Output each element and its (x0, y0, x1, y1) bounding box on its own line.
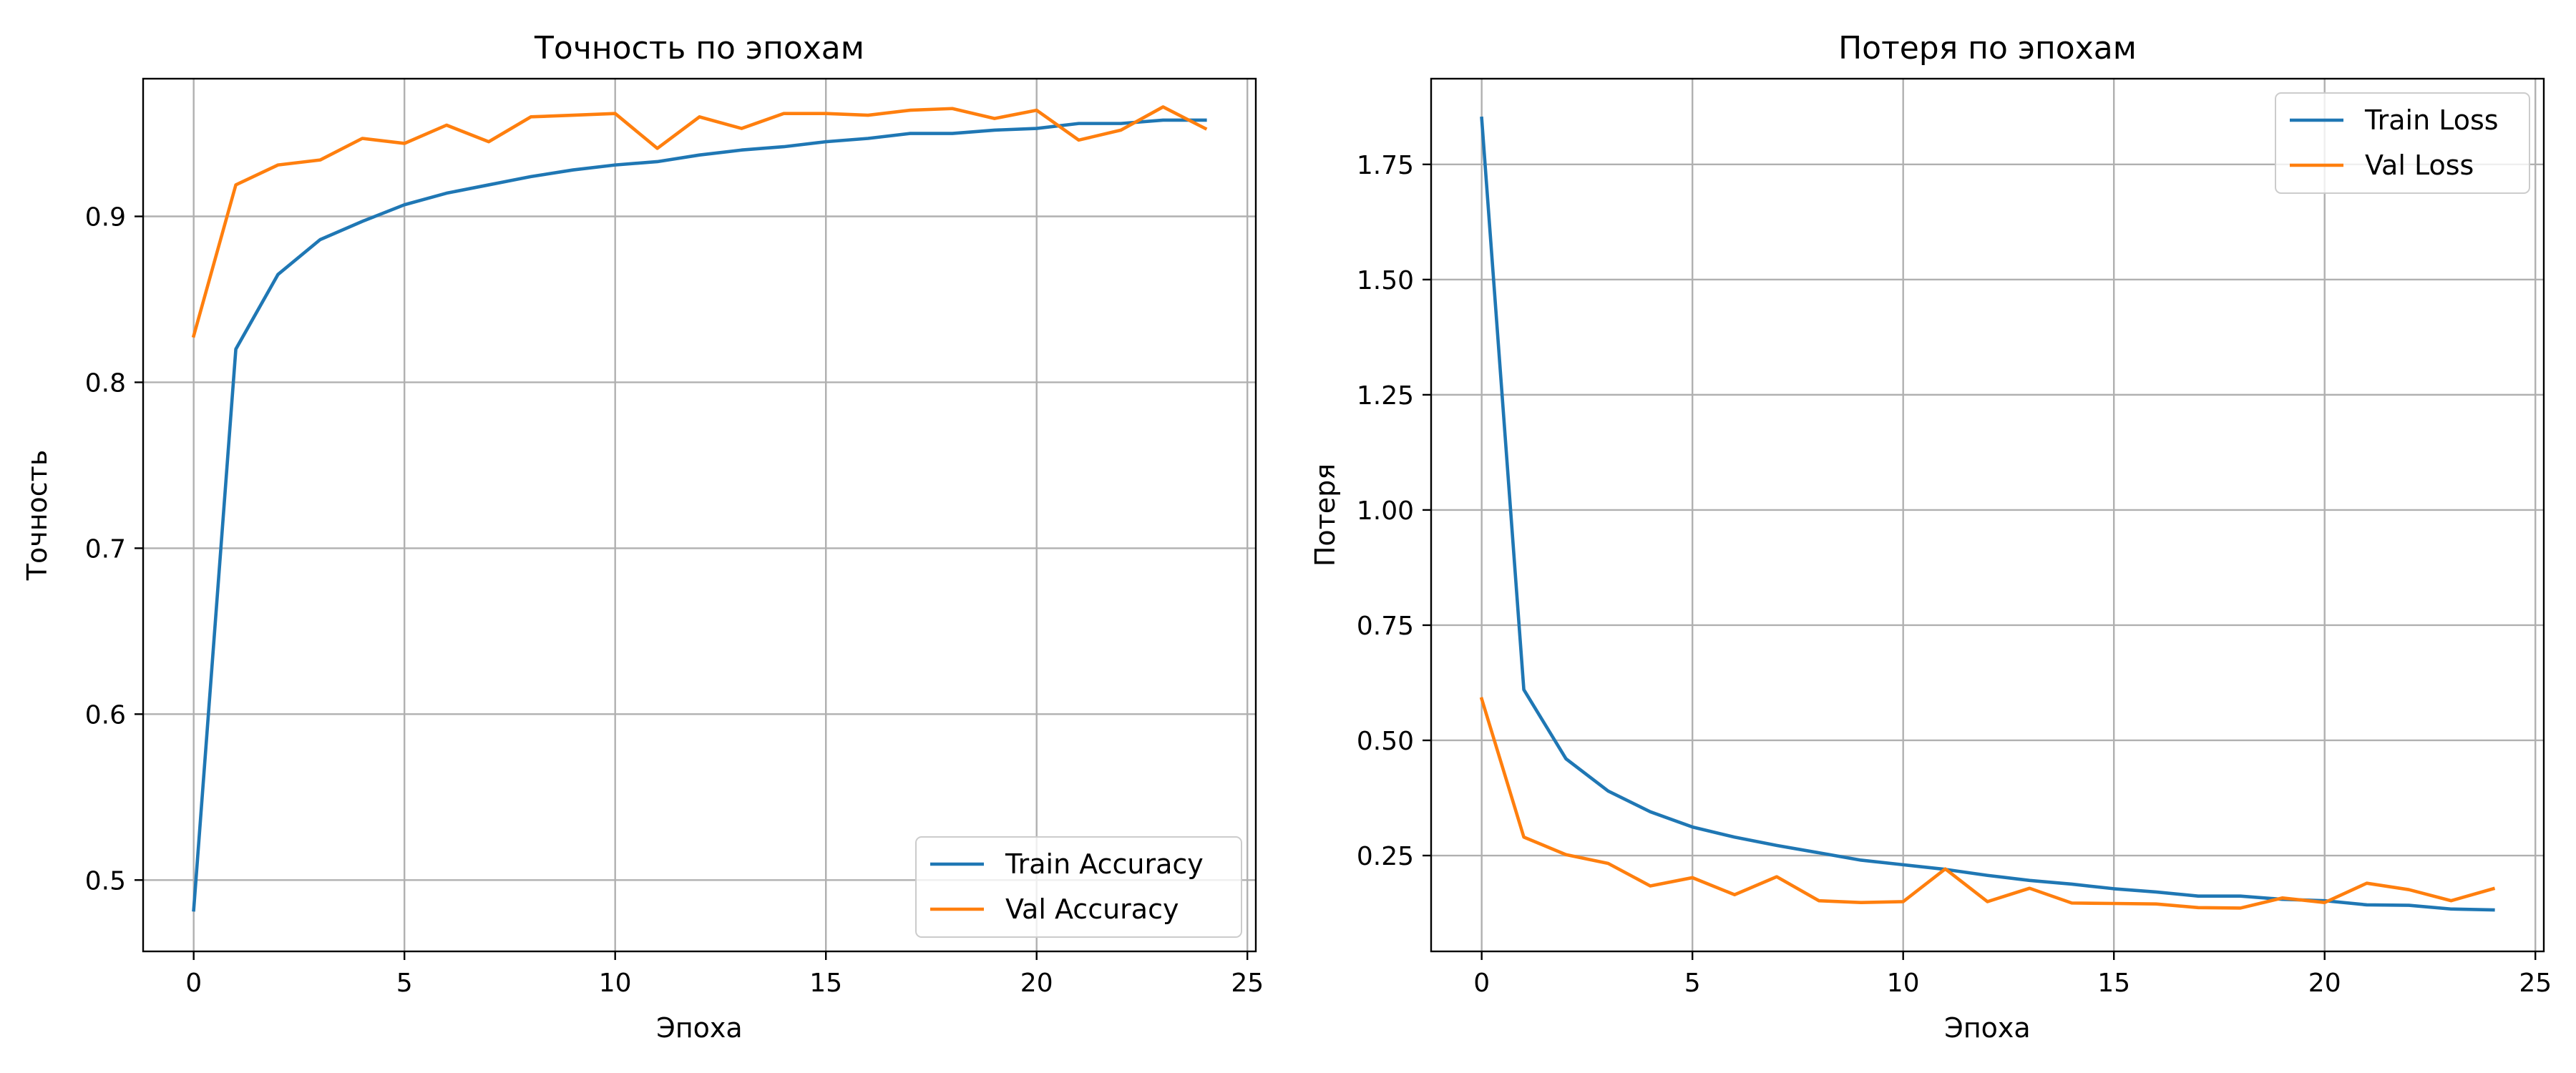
chart-1-legend-label-val-loss: Val Loss (2365, 150, 2474, 181)
chart-1-y-tick-label: 1.25 (1357, 381, 1414, 411)
chart-1-y-axis-label: Потеря (1309, 464, 1341, 567)
chart-0-x-tick-label: 0 (185, 969, 202, 998)
chart-1-legend-label-train-loss: Train Loss (2364, 104, 2499, 136)
chart-1-val-loss-line (1479, 697, 2496, 910)
chart-1-x-tick-label: 10 (1887, 969, 1920, 998)
chart-1-x-tick-label: 0 (1473, 969, 1490, 998)
chart-0-x-axis-label: Эпоха (656, 1012, 742, 1044)
chart-1-y-tick-label: 1.75 (1357, 151, 1414, 180)
chart-0-x-tick-label: 20 (1020, 969, 1053, 998)
chart-0-title: Точность по эпохам (534, 30, 864, 67)
chart-0-x-tick-label: 25 (1231, 969, 1264, 998)
chart-1-legend-box (2275, 92, 2530, 194)
chart-0-x-tick-label: 15 (809, 969, 842, 998)
chart-0-y-tick-label: 0.5 (85, 866, 126, 896)
chart-1-x-axis-label: Эпоха (1944, 1012, 2030, 1044)
chart-1-y-tick-label: 0.75 (1357, 612, 1414, 641)
chart-0-legend-label-train-accuracy: Train Accuracy (1005, 848, 1204, 880)
chart-0-y-tick-label: 0.9 (85, 203, 126, 232)
chart-0-x-tick-label: 10 (599, 969, 632, 998)
chart-1-x-tick-label: 20 (2308, 969, 2341, 998)
chart-1-y-tick-label: 0.25 (1357, 842, 1414, 871)
chart-0-y-tick-label: 0.8 (85, 368, 126, 398)
accuracy-chart-panel: 0 5 10 15 20 25 0.5 0.6 0.7 0.8 0.9 Точность по эпо… (21, 30, 1264, 1044)
chart-0-legend-box (915, 836, 1242, 938)
chart-1-x-tick-label: 5 (1684, 969, 1701, 998)
chart-0-x-tick-label: 5 (396, 969, 413, 998)
chart-0-y-tick-label: 0.7 (85, 534, 126, 564)
chart-1-y-tick-label: 0.50 (1357, 727, 1414, 756)
chart-0-legend-label-val-accuracy: Val Accuracy (1005, 893, 1179, 925)
chart-0-y-tick-label: 0.6 (85, 700, 126, 730)
chart-0-y-axis-label: Точность (21, 450, 53, 581)
chart-1-x-tick-label: 25 (2519, 969, 2552, 998)
chart-1-title: Потеря по эпохам (1838, 30, 2137, 67)
chart-1-y-tick-label: 1.00 (1357, 496, 1414, 526)
chart-0-val-accuracy-line (191, 105, 1208, 338)
chart-0-plot-frame (142, 77, 1257, 953)
chart-0-legend: Train Accuracy Val Accuracy (915, 836, 1242, 938)
chart-1-x-tick-label: 15 (2097, 969, 2130, 998)
chart-1-y-tick-label: 1.50 (1357, 266, 1414, 295)
chart-1-legend: Train Loss Val Loss (2275, 92, 2530, 194)
loss-chart-panel: 0 5 10 15 20 25 0.25 0.50 0.75 1.00 1.25 1.50 1.75 По… (1309, 30, 2552, 1044)
chart-0-train-accuracy-line (192, 118, 1207, 912)
chart-1-plot-frame (1430, 77, 2545, 953)
chart-1-train-loss-line (1480, 116, 2495, 912)
